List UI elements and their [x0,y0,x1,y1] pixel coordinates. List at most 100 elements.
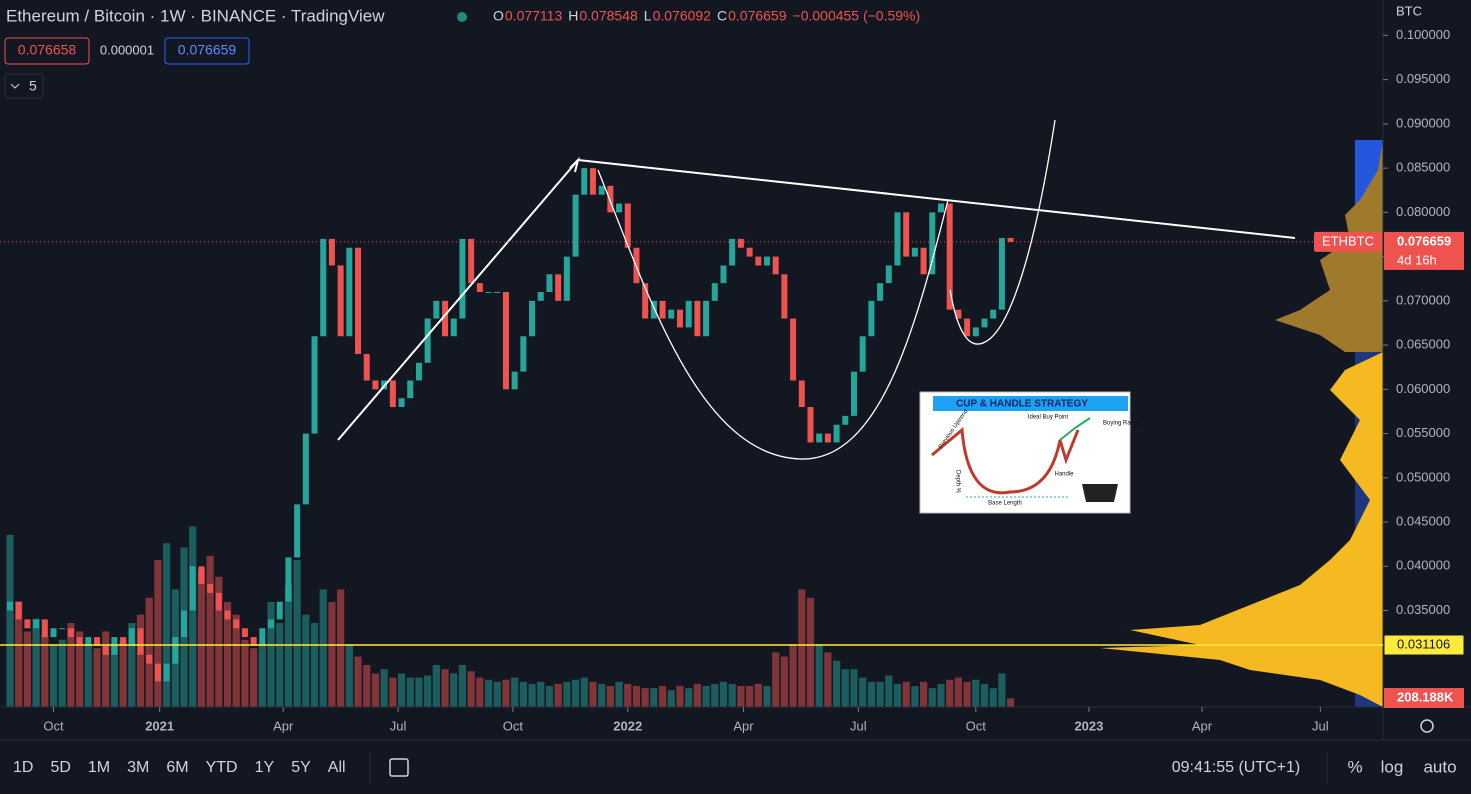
volume-bar [719,681,728,707]
cup-handle-inset: CUP & HANDLE STRATEGY Ideal Buy Point Bu… [919,391,1141,514]
volume-bar [345,644,353,707]
price-axis [1383,0,1471,740]
candle-body [964,318,971,337]
y-tick-label: 0.070000 [1396,292,1450,307]
candle-body [476,283,483,293]
ohlc-value: 0.077113 [505,8,563,24]
volume-bar [128,623,136,707]
candle-body [685,300,692,328]
profile-lower [1100,352,1383,707]
candle-body [859,336,866,372]
currency[interactable]: BTC [1396,3,1422,18]
volume-bar [189,526,197,707]
candle-body [111,637,118,655]
volume-bar [632,686,641,707]
volume-bar [972,679,980,707]
volume-bar [806,597,815,707]
y-tick-label: 0.055000 [1396,425,1450,440]
candle-layer [7,168,1014,682]
candle-body [781,274,788,319]
candle-body [520,336,527,372]
x-tick-label: 2021 [145,718,174,733]
sell-box[interactable] [4,37,90,65]
sell-price[interactable]: 0.076658 [18,42,77,58]
range-button[interactable]: 1D [13,759,33,776]
candle-body [572,194,579,257]
candle-body [337,265,344,337]
candle-body [850,371,857,416]
percent-toggle[interactable]: % [1347,757,1362,776]
volume-bar [67,623,75,707]
volume-bar [302,614,310,707]
settings-icon[interactable] [1420,719,1434,733]
volume-bar [397,673,406,707]
volume-bar [650,688,658,707]
volume-bar [197,568,206,707]
volume-bar [598,683,606,707]
candle-body [502,292,509,390]
buy-price[interactable]: 0.076659 [178,42,237,58]
range-button[interactable]: 1M [88,759,110,776]
volume-bar [415,677,423,707]
volume-bar [206,555,214,707]
log-toggle[interactable]: log [1381,757,1404,776]
candle-body [763,256,770,266]
candle-body [824,433,831,443]
range-button[interactable]: YTD [206,759,238,776]
candle-body [346,247,353,337]
indicator-count[interactable]: 5 [29,78,37,94]
volume-bar [537,681,545,707]
trend-line [337,159,579,441]
buy-box[interactable] [164,37,250,65]
volume-bar [745,686,754,707]
volume-bar [580,677,588,707]
candle-body [311,336,318,434]
volume-bar [832,660,841,707]
candle-body [276,601,283,620]
volume-bar [6,534,14,707]
y-tick-label: 0.060000 [1396,381,1450,396]
volume-bar [954,677,962,707]
range-button[interactable]: 1Y [255,759,275,776]
volume-bar [32,618,40,707]
volume-bar [511,677,519,707]
x-tick-label: Jul [390,718,407,733]
volume-bar [354,656,362,707]
volume-bar [563,681,571,707]
volume-bar [154,560,162,707]
x-tick-label: 2023 [1074,718,1103,733]
candle-body [215,592,222,611]
range-button[interactable]: All [328,759,346,776]
candle-body [703,300,710,337]
range-button[interactable]: 5Y [291,759,311,776]
indicator-toggle[interactable] [4,73,44,99]
auto-toggle[interactable]: auto [1423,757,1456,776]
candle-body [24,619,31,629]
volume-bar [424,675,432,707]
candle-body [7,601,14,611]
candle-body [816,433,823,443]
range-button[interactable]: 3M [127,759,149,776]
candle-body [642,283,649,319]
candle-body [659,300,666,319]
candle-body [729,238,736,266]
range-button[interactable]: 5D [50,759,70,776]
ohlc-key: O [493,8,504,24]
candle-body [668,309,675,319]
candle-body [424,318,431,363]
candle-body [990,309,997,319]
candle-body [137,628,144,655]
level-label: 0.031106 [1397,636,1450,651]
volume-bar [519,681,527,707]
volume-bar [15,602,23,707]
y-tick-label: 0.050000 [1396,469,1450,484]
range-button[interactable]: 6M [166,759,188,776]
candle-body [755,256,762,266]
candle-body [798,380,805,408]
inset-title: CUP & HANDLE STRATEGY [956,399,1088,410]
change: −0.000455 (−0.59%) [793,8,921,24]
candle-body [790,318,797,381]
inset-title-bar [933,396,1128,411]
candle-body [676,309,683,328]
calendar-icon[interactable] [389,758,409,777]
